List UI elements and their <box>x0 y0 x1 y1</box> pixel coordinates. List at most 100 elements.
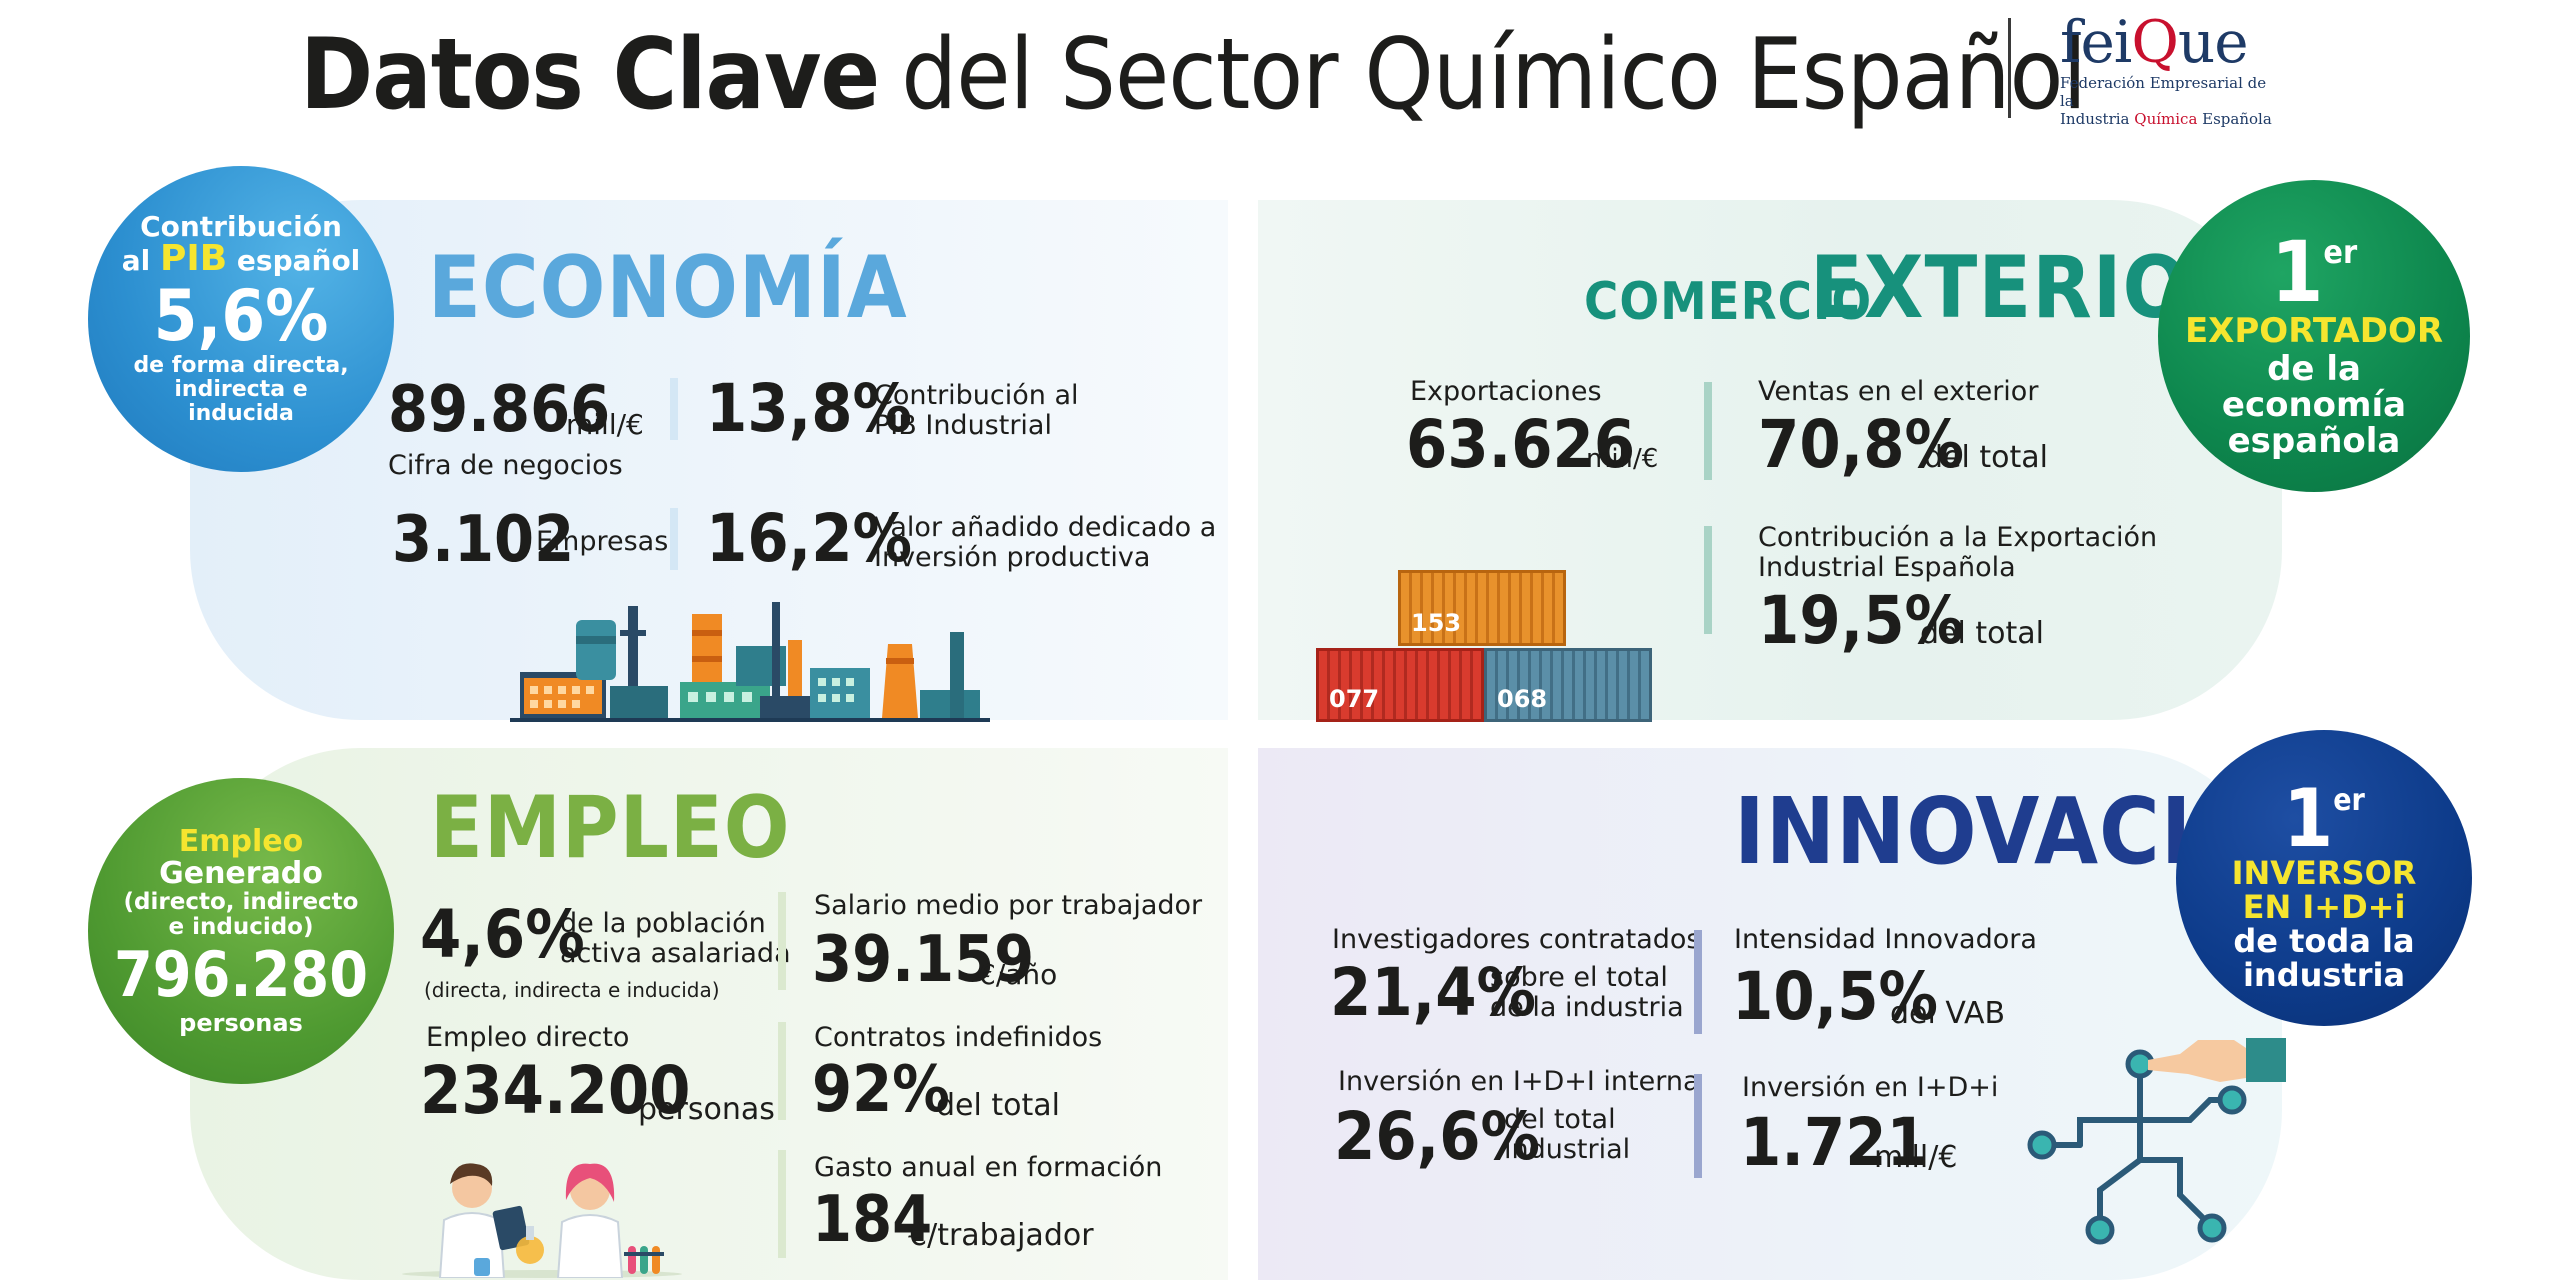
investigadores-label: Investigadores contratados <box>1332 924 1701 955</box>
contrib-export-label-2: Industrial Española <box>1758 552 2016 583</box>
divider <box>670 378 678 440</box>
empleo-circle-line3: (directo, indirecto <box>123 889 359 915</box>
pib-industrial-label-1: Contribución al <box>874 380 1079 411</box>
inversor-rank: 1er <box>2283 772 2365 865</box>
ventas-value: 70,8% <box>1758 406 1964 483</box>
empleo-directo-label: Empleo directo <box>426 1022 630 1053</box>
economia-title: ECONOMÍA <box>428 238 908 338</box>
valor-anadido-value: 16,2% <box>706 500 912 577</box>
idi-interna-label-3: industrial <box>1504 1134 1631 1165</box>
circuit-hand-illustration <box>2027 1038 2286 1245</box>
pib-circle-line5: inducida <box>188 401 294 426</box>
divider <box>1694 1074 1702 1178</box>
title-bold: Datos Clave <box>300 18 880 132</box>
intensidad-value: 10,5% <box>1732 958 1938 1035</box>
cifra-negocios-value: 89.866 <box>388 373 611 447</box>
idi-label: Inversión en I+D+i <box>1742 1072 1999 1103</box>
salario-unit: €/año <box>978 958 1058 991</box>
divider <box>1694 930 1702 1034</box>
divider <box>778 1022 786 1120</box>
investigadores-value: 21,4% <box>1330 954 1536 1031</box>
salario-label: Salario medio por trabajador <box>814 890 1203 921</box>
ventas-unit: del total <box>1924 440 2048 475</box>
valor-anadido-label-1: Valor añadido dedicado a <box>874 512 1217 543</box>
contratos-label: Contratos indefinidos <box>814 1022 1103 1053</box>
logo-subtitle-line1: Federación Empresarial de la <box>2060 74 2267 110</box>
feique-logo: feiQue Federación Empresarial de la Indu… <box>2060 10 2280 130</box>
valor-anadido-label-2: Inversión productiva <box>874 542 1151 573</box>
empleo-circle-line1: Empleo <box>178 824 304 859</box>
logo-subtitle-line2: Industria Química Española <box>2060 110 2272 128</box>
exportador-circle: 1er EXPORTADOR de la economía española <box>2158 180 2470 492</box>
poblacion-label-1: de la población <box>560 908 766 939</box>
empresas-label: Empresas <box>536 526 669 557</box>
cifra-negocios-label: Cifra de negocios <box>388 450 623 481</box>
intensidad-label: Intensidad Innovadora <box>1734 924 2037 955</box>
pib-circle-line1: Contribución <box>140 210 342 243</box>
pib-circle-line4: indirecta e <box>174 377 308 402</box>
poblacion-note: (directa, indirecta e inducida) <box>424 978 720 1002</box>
exportador-line3: economía <box>2221 385 2407 425</box>
logo-wordmark: feiQue <box>2060 8 2249 76</box>
pib-circle-value: 5,6% <box>153 275 329 357</box>
formacion-label: Gasto anual en formación <box>814 1152 1163 1183</box>
factory-illustration <box>510 602 990 722</box>
divider <box>778 892 786 990</box>
exportaciones-value: 63.626 <box>1406 406 1636 483</box>
empleo-generado-circle: Empleo Generado (directo, indirecto e in… <box>88 778 394 1084</box>
title-regular: del Sector Químico Español <box>901 18 2087 132</box>
cifra-negocios-unit: mill/€ <box>566 408 644 441</box>
container-number: 153 <box>1411 609 1462 637</box>
contratos-unit: del total <box>936 1088 1060 1123</box>
container-number: 077 <box>1329 685 1380 713</box>
divider <box>670 508 678 570</box>
innovacion-panel <box>1258 748 2282 1280</box>
poblacion-value: 4,6% <box>420 896 585 973</box>
divider <box>778 1150 786 1258</box>
empleo-circle-line2: Generado <box>159 856 323 891</box>
exportador-line1: EXPORTADOR <box>2184 311 2444 351</box>
divider <box>1704 382 1712 480</box>
empresas-value: 3.102 <box>392 503 575 577</box>
contrib-export-unit: del total <box>1920 616 2044 651</box>
container-red: 077 <box>1316 648 1484 722</box>
ventas-label: Ventas en el exterior <box>1758 376 2039 407</box>
investigadores-label-2: sobre el total <box>1490 962 1668 993</box>
container-number: 068 <box>1497 685 1548 713</box>
inversor-line4: industria <box>2242 956 2406 994</box>
formacion-unit: €/trabajador <box>908 1218 1094 1253</box>
empleo-directo-unit: personas <box>638 1092 775 1127</box>
exportador-rank: 1er <box>2270 223 2358 321</box>
inversor-circle: 1er INVERSOR EN I+D+i de toda la industr… <box>2176 730 2472 1026</box>
pib-industrial-label-2: PIB Industrial <box>874 410 1052 441</box>
empleo-circle-line5: personas <box>179 1009 303 1037</box>
idi-interna-value: 26,6% <box>1334 1098 1540 1175</box>
contratos-value: 92% <box>812 1053 950 1127</box>
investigadores-label-3: de la industria <box>1490 992 1684 1023</box>
idi-interna-label: Inversión en I+D+I interna <box>1338 1066 1700 1097</box>
idi-value: 1.721 <box>1740 1104 1928 1181</box>
divider <box>1704 526 1712 634</box>
scientists-illustration <box>402 1163 682 1278</box>
empleo-circle-line4: e inducido) <box>168 914 314 940</box>
exportaciones-unit: mill/€ <box>1586 444 1659 474</box>
empleo-title: EMPLEO <box>430 778 791 878</box>
salario-value: 39.159 <box>812 923 1035 997</box>
inversor-line1: INVERSOR <box>2231 854 2417 892</box>
idi-unit: mill/€ <box>1874 1140 1958 1175</box>
inversor-line2: EN I+D+i <box>2242 888 2406 926</box>
contrib-export-value: 19,5% <box>1758 582 1964 659</box>
exportador-line2: de la <box>2267 349 2361 389</box>
container-orange: 153 <box>1398 570 1566 646</box>
pib-circle-line2: al PIB español <box>121 238 361 279</box>
pib-contribution-circle: Contribución al PIB español 5,6% de form… <box>88 166 394 472</box>
idi-interna-label-2: del total <box>1504 1104 1616 1135</box>
header-divider <box>2008 18 2011 118</box>
pib-circle-line3: de forma directa, <box>133 353 349 378</box>
contrib-export-label-1: Contribución a la Exportación <box>1758 522 2158 553</box>
empleo-circle-value: 796.280 <box>113 938 369 1011</box>
exportaciones-label: Exportaciones <box>1410 376 1602 407</box>
comercio-title-small: COMERCIO <box>1584 272 1873 332</box>
intensidad-unit: del VAB <box>1890 996 2006 1031</box>
container-blue: 068 <box>1484 648 1652 722</box>
